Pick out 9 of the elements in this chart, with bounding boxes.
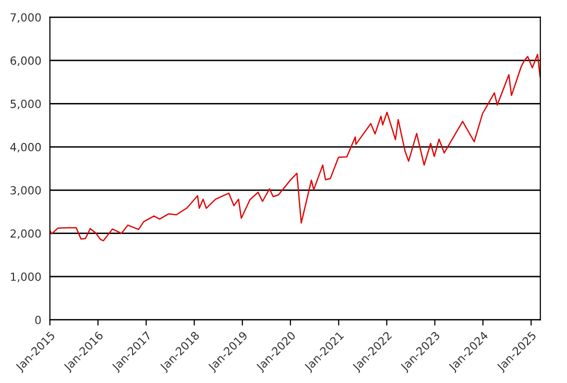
y-tick-label: 2,000: [10, 229, 41, 239]
line-series: [50, 54, 540, 242]
y-tick-label: 7,000: [10, 13, 41, 23]
y-tick-label: 4,000: [10, 142, 41, 152]
y-tick-label: 5,000: [10, 100, 41, 110]
y-tick-label: 3,000: [10, 186, 41, 196]
y-tick-label: 6,000: [10, 56, 41, 66]
y-tick-label: 0: [35, 316, 41, 324]
y-tick-label: 1,000: [10, 272, 41, 282]
